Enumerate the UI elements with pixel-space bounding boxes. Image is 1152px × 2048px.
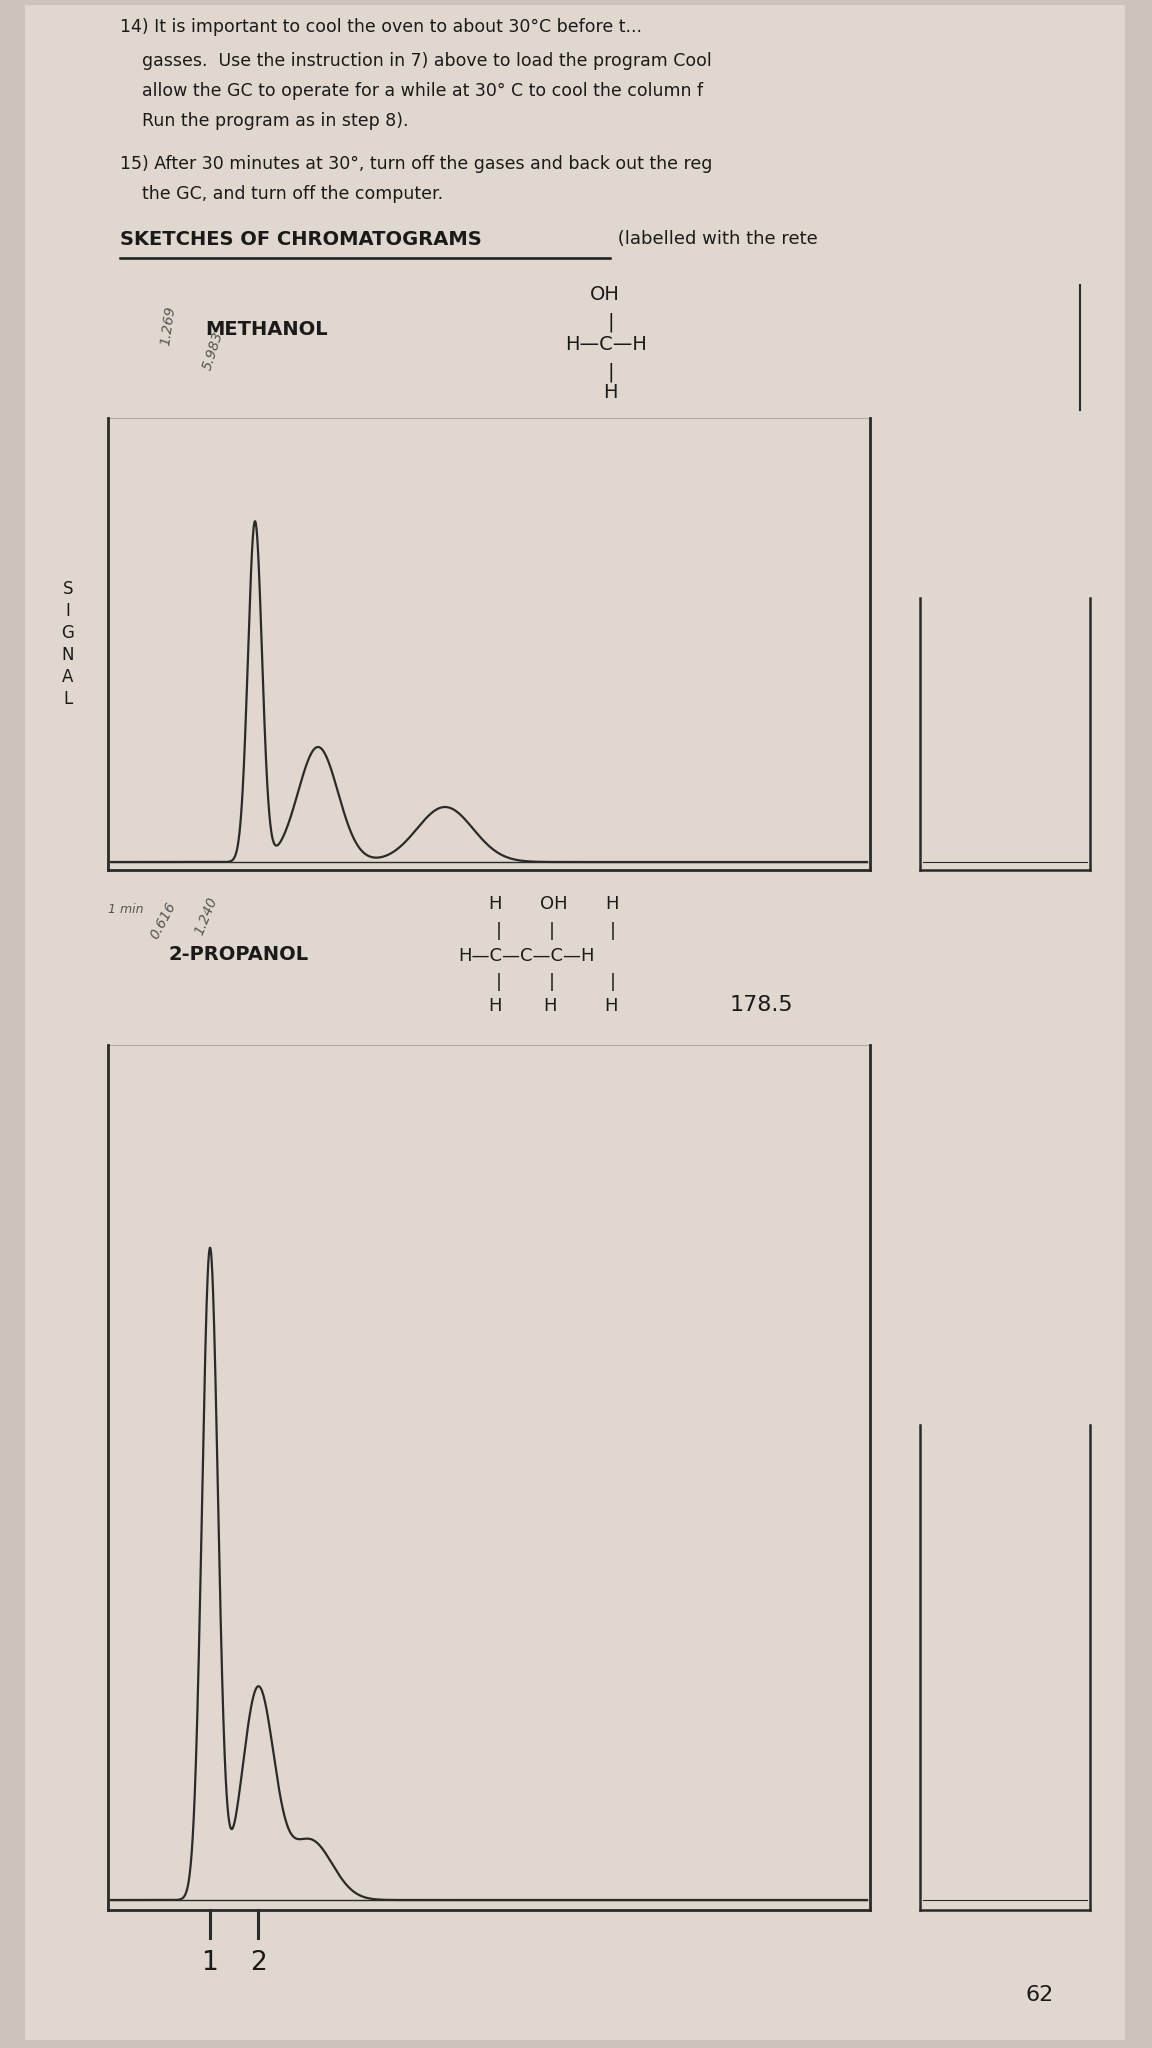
Text: 178.5: 178.5 xyxy=(730,995,794,1016)
Text: H: H xyxy=(602,383,617,401)
Text: 0.616: 0.616 xyxy=(147,899,179,942)
Text: Run the program as in step 8).: Run the program as in step 8). xyxy=(120,113,409,129)
Text: 1.269: 1.269 xyxy=(158,305,177,346)
Text: H—C—H: H—C—H xyxy=(564,336,647,354)
Text: |: | xyxy=(611,922,616,940)
Text: |: | xyxy=(607,313,614,332)
Text: allow the GC to operate for a while at 30° C to cool the column f: allow the GC to operate for a while at 3… xyxy=(120,82,703,100)
Text: 14) It is important to cool the oven to about 30°C before t...: 14) It is important to cool the oven to … xyxy=(120,18,642,37)
Text: 1.240: 1.240 xyxy=(192,895,220,938)
Text: 1: 1 xyxy=(202,1950,219,1976)
Text: (labelled with the rete: (labelled with the rete xyxy=(612,229,818,248)
Text: H: H xyxy=(604,997,617,1016)
Text: OH: OH xyxy=(540,895,568,913)
Text: |: | xyxy=(611,973,616,991)
Text: METHANOL: METHANOL xyxy=(205,319,327,340)
Text: 62: 62 xyxy=(1026,1985,1054,2005)
Text: H—C—C—C—H: H—C—C—C—H xyxy=(458,946,594,965)
Text: 5.983: 5.983 xyxy=(200,330,226,373)
Text: the GC, and turn off the computer.: the GC, and turn off the computer. xyxy=(120,184,444,203)
Text: OH: OH xyxy=(590,285,620,303)
Text: |: | xyxy=(607,362,614,383)
Text: H: H xyxy=(488,997,501,1016)
Text: |: | xyxy=(550,922,555,940)
Text: |: | xyxy=(497,973,502,991)
Text: |: | xyxy=(550,973,555,991)
Text: SKETCHES OF CHROMATOGRAMS: SKETCHES OF CHROMATOGRAMS xyxy=(120,229,482,250)
Text: S
I
G
N
A
L: S I G N A L xyxy=(61,580,75,709)
Text: 2: 2 xyxy=(250,1950,266,1976)
Text: H: H xyxy=(488,895,501,913)
Text: 2-PROPANOL: 2-PROPANOL xyxy=(168,944,308,965)
Text: 1 min: 1 min xyxy=(108,903,144,915)
Text: 15) After 30 minutes at 30°, turn off the gases and back out the reg: 15) After 30 minutes at 30°, turn off th… xyxy=(120,156,712,172)
Text: |: | xyxy=(497,922,502,940)
Text: H: H xyxy=(605,895,619,913)
Text: H: H xyxy=(543,997,556,1016)
Text: gasses.  Use the instruction in 7) above to load the program Cool: gasses. Use the instruction in 7) above … xyxy=(120,51,712,70)
